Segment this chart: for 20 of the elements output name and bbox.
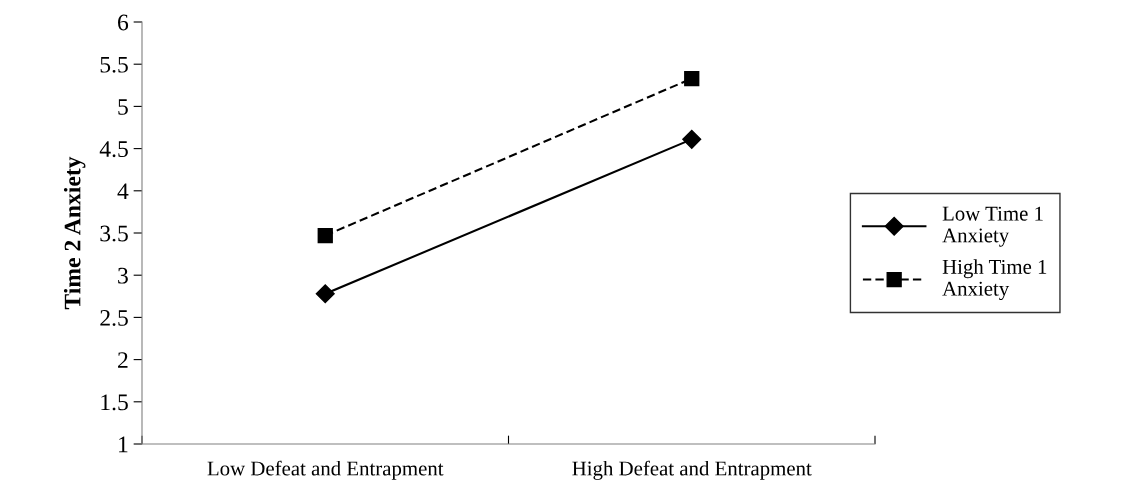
y-tick-label: 3.5 [100,225,128,242]
y-tick-label: 4.5 [99,141,128,158]
y-tick-label: 5 [118,99,128,115]
y-tick-label: 1.5 [101,394,128,411]
y-tick-label: 2.5 [100,309,128,326]
y-axis-title: Time 2 Anxiety [63,156,86,310]
legend-label: High Time 1 Anxiety [942,259,1047,301]
point [317,227,333,244]
x-tick-label: Low Defeat and Entrapment [207,460,444,480]
point [315,284,335,304]
y-tick-label: 1 [119,436,128,453]
y-tick-label: 4 [117,183,129,199]
point [682,129,702,149]
legend-label: Low Time 1 Anxiety [942,206,1043,247]
x-tick-label: High Defeat and Entrapment [572,460,812,480]
y-tick-label: 5.5 [100,56,128,73]
point [684,70,700,87]
y-tick-label: 3 [118,267,128,284]
y-tick-label: 2 [118,352,128,368]
y-tick-label: 6 [118,14,129,31]
